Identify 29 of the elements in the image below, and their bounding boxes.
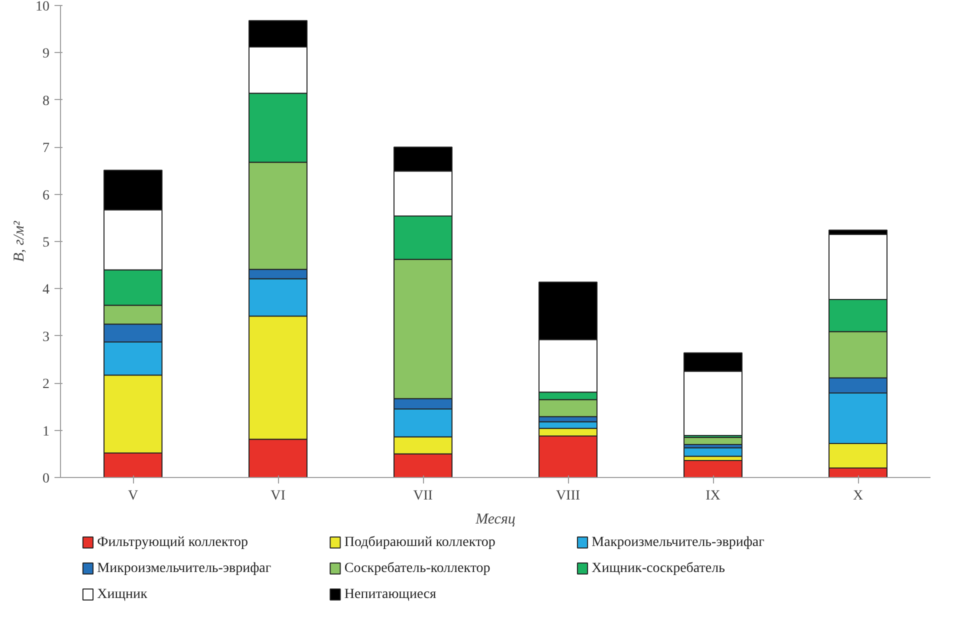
x-tick-label: V	[128, 488, 138, 504]
y-tick-label: 0	[42, 472, 50, 486]
y-tick-label: 3	[42, 330, 50, 345]
legend-label: Хищник-соскребатель	[592, 561, 725, 576]
legend-label: Фильтрующий коллектор	[97, 535, 248, 550]
y-tick-label: 5	[42, 236, 50, 250]
y-axis-title: B, г/м²	[12, 220, 28, 262]
legend-label: Хищник	[97, 587, 148, 602]
x-tick-label: VIII	[556, 488, 580, 504]
y-tick-label: 7	[42, 141, 50, 156]
y-tick-label: 6	[42, 188, 50, 204]
y-tick-label: 8	[42, 94, 50, 109]
y-tick-label: 10	[36, 0, 50, 14]
y-tick-label: 9	[42, 46, 50, 62]
y-tick-label: 4	[42, 282, 50, 298]
legend-label: Макроизмельчитель-эврифаг	[592, 535, 765, 550]
legend-label: Непитающиеся	[344, 587, 437, 602]
x-tick-label: VI	[270, 488, 286, 504]
legend-label: Соскребатель-коллектор	[344, 561, 490, 576]
bar	[684, 447, 742, 457]
x-tick-label: X	[852, 488, 864, 504]
bar	[684, 460, 742, 478]
legend-label: Подбираюший коллектор	[344, 535, 496, 550]
x-tick-label: VII	[413, 488, 434, 504]
x-axis-title: Месяц	[474, 512, 516, 528]
legend-label: Микроизмельчитель-эврифаг	[97, 561, 272, 576]
x-tick-label: IX	[706, 488, 720, 504]
y-tick-label: 2	[42, 377, 50, 392]
y-tick-label: 1	[42, 424, 50, 440]
